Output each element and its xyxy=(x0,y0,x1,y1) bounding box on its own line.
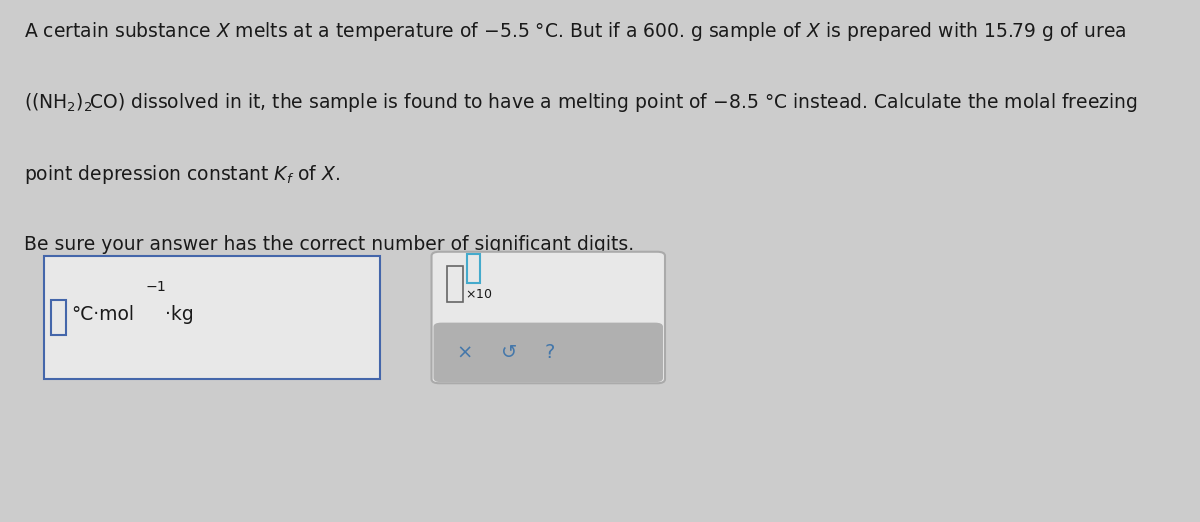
Text: °C·mol: °C·mol xyxy=(72,305,134,325)
Bar xyxy=(467,254,480,282)
Text: −1: −1 xyxy=(145,280,167,294)
FancyBboxPatch shape xyxy=(433,323,664,382)
Text: A certain substance $X$ melts at a temperature of −5.5 °C. But if a 600. g sampl: A certain substance $X$ melts at a tempe… xyxy=(24,20,1127,43)
Text: Be sure your answer has the correct number of significant digits.: Be sure your answer has the correct numb… xyxy=(24,235,634,254)
Text: point depression constant $K_f$ of $X$.: point depression constant $K_f$ of $X$. xyxy=(24,163,340,186)
Text: ?: ? xyxy=(545,343,556,362)
Text: ·kg: ·kg xyxy=(166,305,194,325)
Text: $\times$10: $\times$10 xyxy=(466,288,493,301)
Text: $\left(\left(\mathrm{NH_2}\right)_2\!\mathrm{CO}\right)$ dissolved in it, the sa: $\left(\left(\mathrm{NH_2}\right)_2\!\ma… xyxy=(24,91,1138,114)
FancyBboxPatch shape xyxy=(432,252,665,383)
Text: $\times$: $\times$ xyxy=(456,343,472,362)
Text: ↺: ↺ xyxy=(500,343,517,362)
Bar xyxy=(43,256,380,379)
Bar xyxy=(50,300,66,336)
Bar xyxy=(448,266,463,302)
